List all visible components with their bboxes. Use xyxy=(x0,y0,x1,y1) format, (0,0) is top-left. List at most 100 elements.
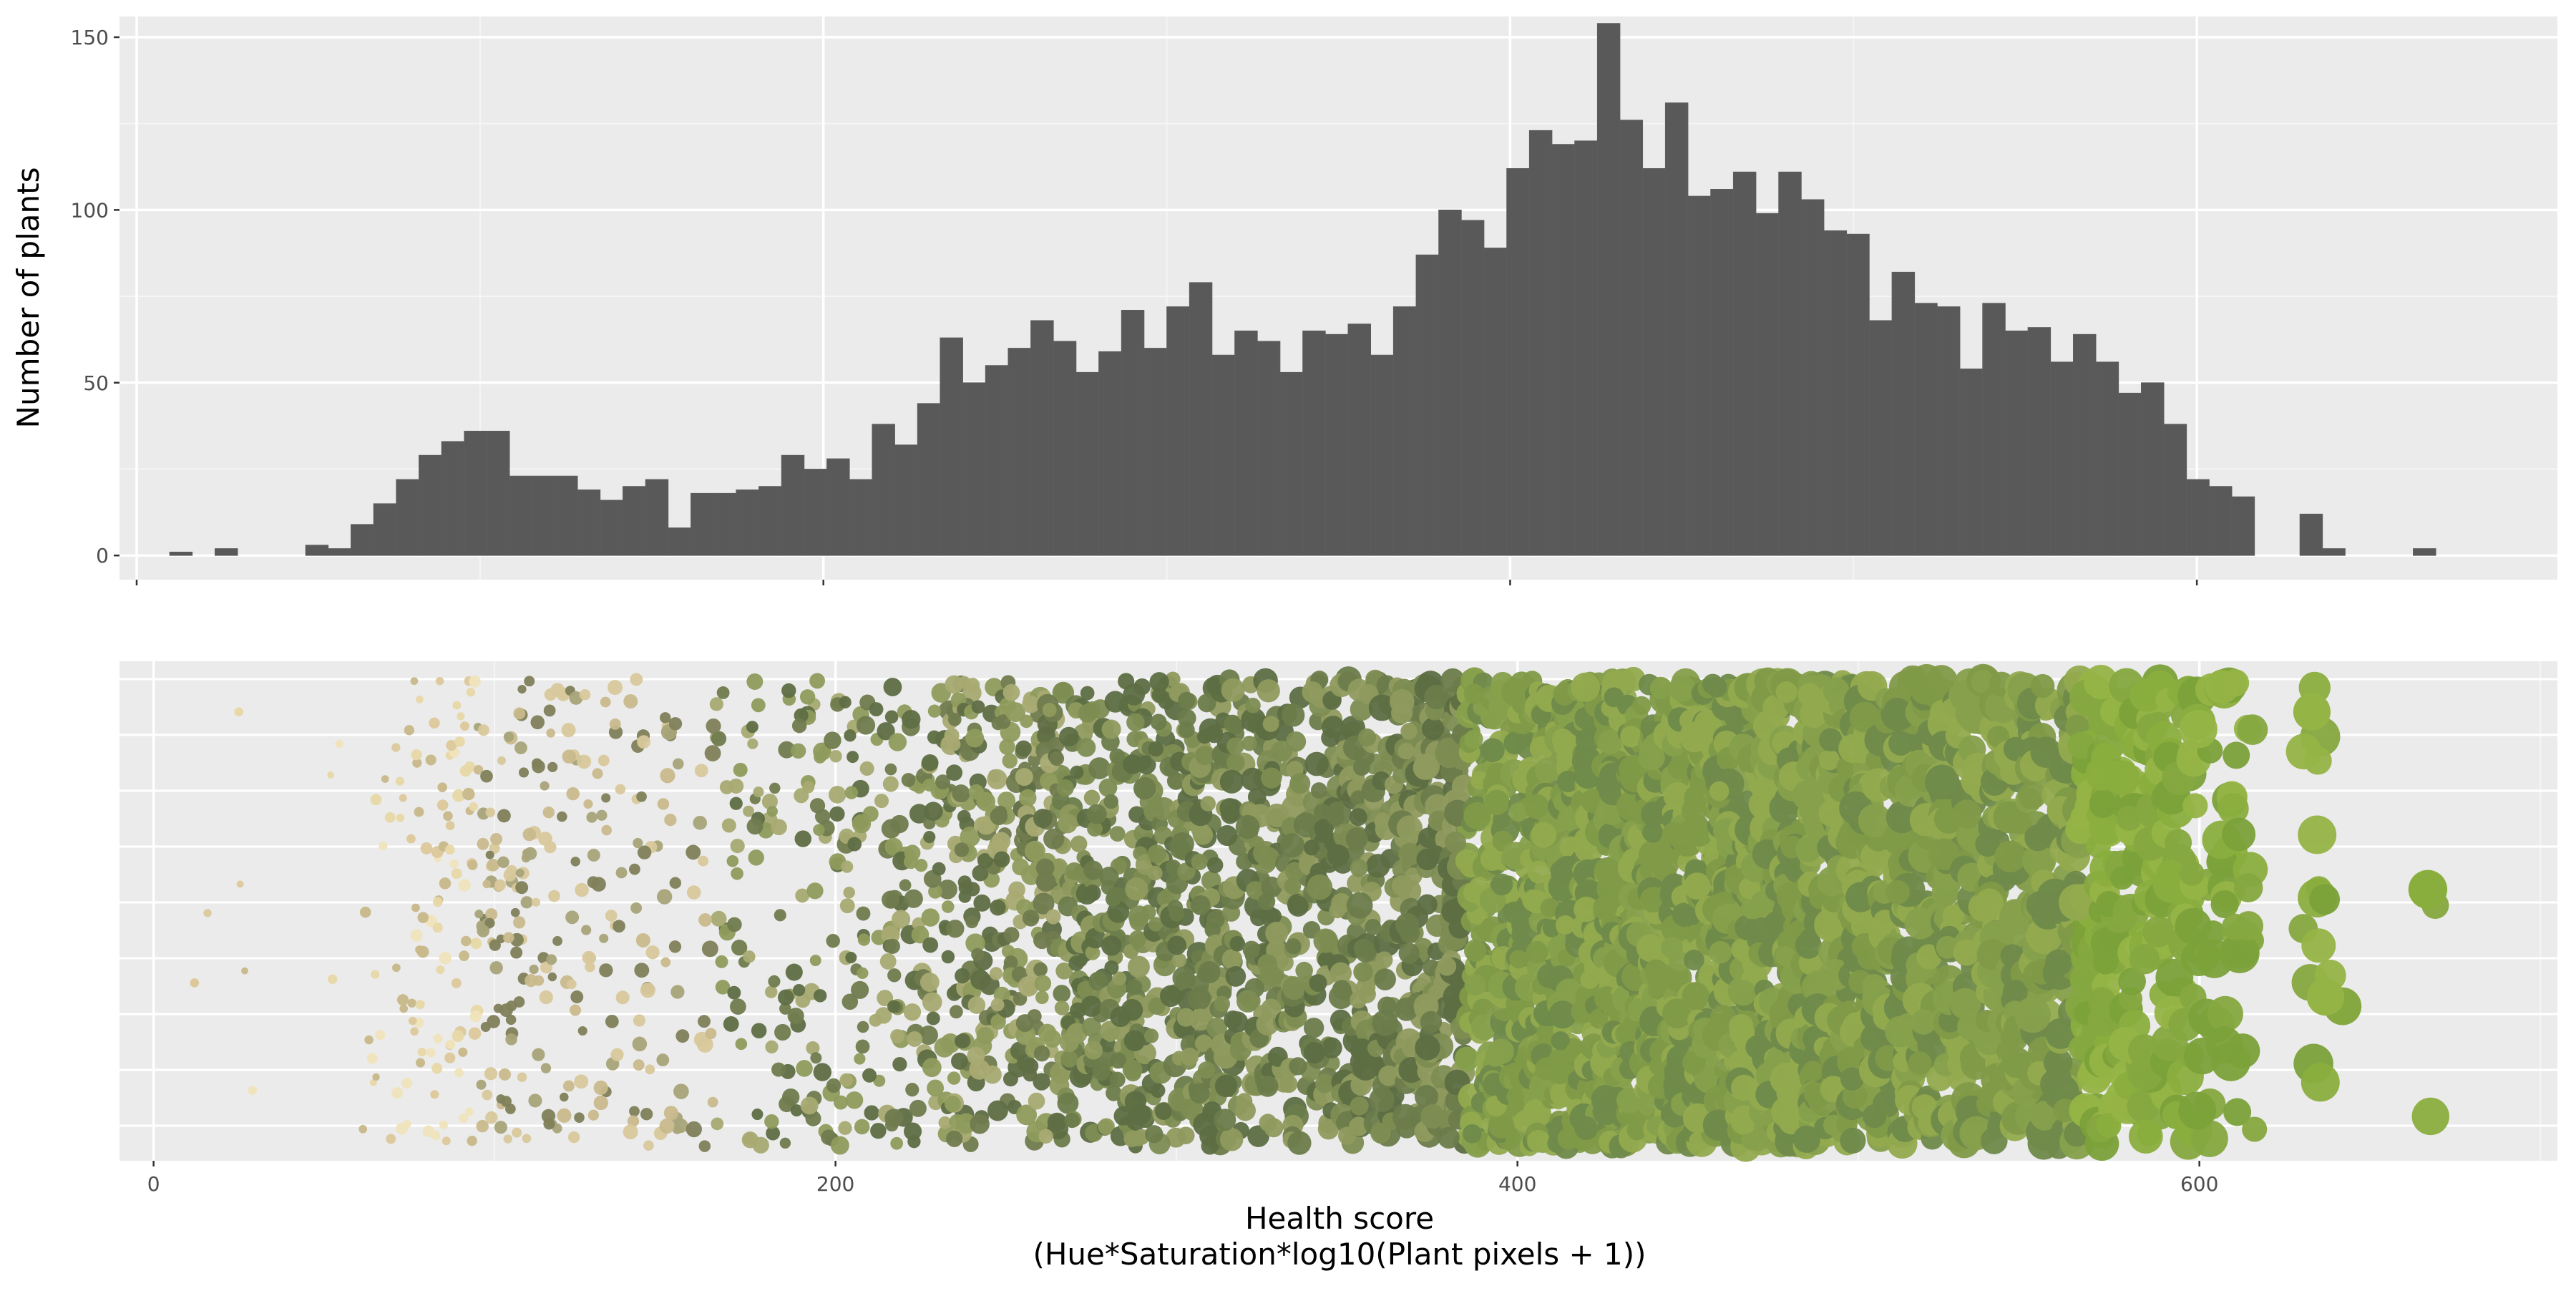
jitter-point xyxy=(698,913,712,927)
jitter-point xyxy=(1528,861,1551,884)
jitter-point xyxy=(375,1030,385,1040)
jitter-point xyxy=(426,1048,436,1057)
jitter-point xyxy=(1707,677,1727,698)
jitter-point xyxy=(477,925,489,937)
jitter-point xyxy=(480,770,493,783)
jitter-point xyxy=(1395,913,1419,937)
jitter-point xyxy=(857,716,875,734)
histogram-bar xyxy=(940,338,963,555)
jitter-point xyxy=(791,744,806,759)
jitter-point xyxy=(945,1096,961,1112)
jitter-point xyxy=(605,1015,619,1028)
jitter-point xyxy=(433,897,443,907)
jitter-point xyxy=(970,970,990,990)
jitter-point xyxy=(706,718,721,734)
histogram-bar xyxy=(306,545,328,555)
jitter-point xyxy=(887,1000,900,1013)
jitter-point xyxy=(467,688,475,696)
jitter-point xyxy=(1455,1046,1480,1071)
jitter-point xyxy=(1464,730,1483,749)
jitter-point xyxy=(397,994,409,1005)
jitter-point xyxy=(880,953,897,970)
jitter-point xyxy=(415,945,424,954)
jitter-point xyxy=(1124,1064,1141,1081)
jitter-point xyxy=(1420,1011,1442,1033)
jitter-point xyxy=(636,791,647,802)
jitter-point xyxy=(847,751,859,763)
jitter-point xyxy=(1109,1072,1125,1088)
jitter-point xyxy=(429,718,439,729)
jitter-point xyxy=(1167,936,1186,955)
jitter-point xyxy=(562,750,576,764)
jitter-point xyxy=(372,1073,379,1081)
jitter-point xyxy=(489,961,502,974)
jitter-point xyxy=(782,1088,799,1106)
jitter-point xyxy=(747,739,758,749)
jitter-point xyxy=(581,925,591,935)
jitter-point xyxy=(454,1068,464,1078)
jitter-point xyxy=(947,737,960,751)
jitter-point xyxy=(885,939,900,954)
jitter-point xyxy=(1682,982,1709,1009)
jitter-point xyxy=(751,698,766,712)
jitter-point xyxy=(445,844,455,854)
jitter-point xyxy=(521,896,533,908)
jitter-point xyxy=(1172,953,1187,968)
jitter-point xyxy=(847,837,862,852)
jitter-point xyxy=(765,985,777,998)
jitter-point xyxy=(746,721,758,733)
jitter-point xyxy=(1028,1093,1045,1110)
histogram-bar xyxy=(849,479,872,555)
jitter-point xyxy=(854,1119,870,1135)
jitter-point xyxy=(327,771,334,779)
jitter-point xyxy=(780,1138,791,1149)
jitter-point xyxy=(528,1093,542,1107)
jitter-point xyxy=(401,1078,412,1088)
jitter-point xyxy=(1885,880,1910,905)
histogram-bar xyxy=(1189,283,1212,555)
histogram-bar xyxy=(1212,355,1235,555)
jitter-point xyxy=(1002,754,1018,769)
jitter-point xyxy=(977,1027,994,1044)
jitter-point xyxy=(843,887,855,899)
histogram-bar xyxy=(668,528,691,556)
histogram-bar xyxy=(1031,321,1054,555)
jitter-point xyxy=(458,1048,467,1057)
jitter-point xyxy=(426,754,436,765)
jitter-point xyxy=(664,814,676,826)
jitter-point xyxy=(1632,696,1651,715)
histogram-bar xyxy=(691,493,713,555)
jitter-point xyxy=(834,1096,848,1110)
histogram-bar xyxy=(1484,248,1507,555)
jitter-point xyxy=(751,1109,763,1120)
jitter-point xyxy=(1145,1125,1163,1143)
jitter-point xyxy=(970,1114,990,1134)
jitter-point xyxy=(951,1053,968,1070)
jitter-point xyxy=(856,1040,870,1054)
jitter-point xyxy=(461,936,472,947)
jitter-point xyxy=(1221,678,1245,702)
jitter-point xyxy=(540,781,550,791)
jitter-point xyxy=(1417,895,1438,915)
jitter-point xyxy=(636,933,650,947)
jitter-point xyxy=(810,1052,821,1063)
jitter-point xyxy=(1358,729,1376,746)
histogram-bar xyxy=(1008,349,1031,556)
jitter-point xyxy=(1282,703,1304,726)
jitter-point xyxy=(864,1105,879,1120)
jitter-point xyxy=(1709,781,1729,802)
jitter-point xyxy=(469,1010,481,1022)
jitter-point xyxy=(1038,1024,1056,1042)
jitter-point xyxy=(1650,677,1672,699)
jitter-point xyxy=(640,983,655,998)
histogram-bar xyxy=(1960,369,1983,555)
jitter-point xyxy=(669,717,682,730)
jitter-point xyxy=(416,1000,425,1009)
jitter-point xyxy=(645,1064,655,1074)
histogram-bar xyxy=(396,479,419,555)
histogram-bar xyxy=(2209,487,2232,556)
jitter-point xyxy=(1215,1075,1237,1097)
jitter-point xyxy=(328,975,337,984)
jitter-point xyxy=(623,1124,638,1139)
